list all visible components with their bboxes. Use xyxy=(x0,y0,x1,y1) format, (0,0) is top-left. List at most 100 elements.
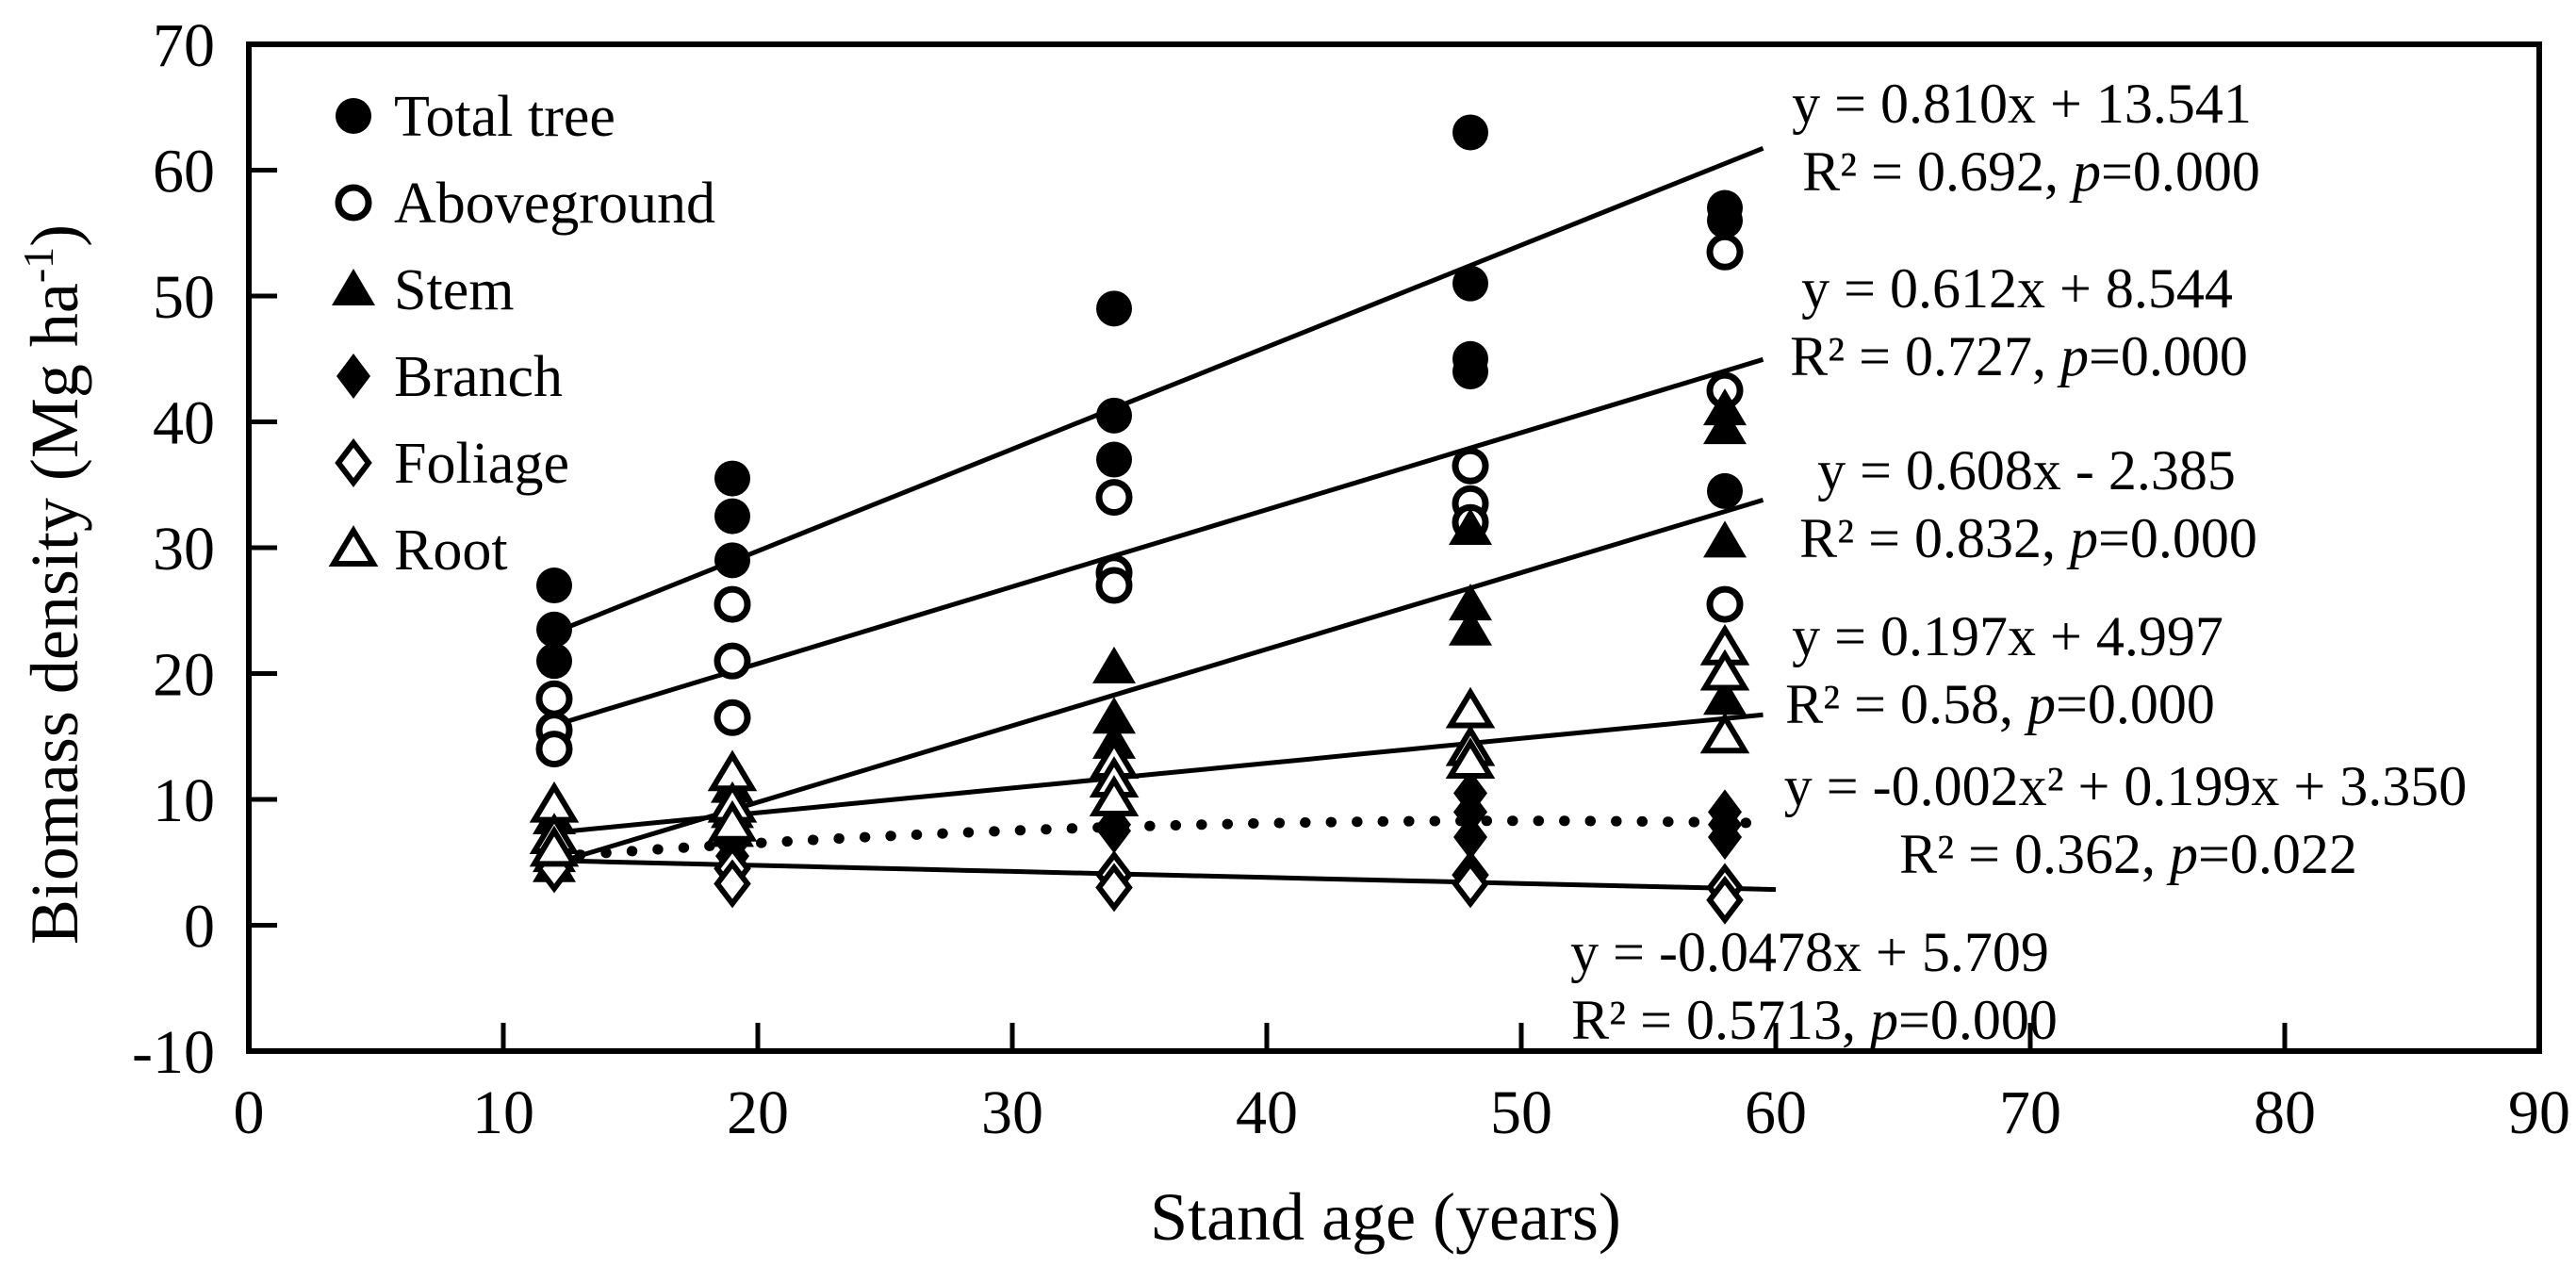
marker-filled-circle xyxy=(1096,290,1132,327)
regression-line-root xyxy=(553,712,1764,835)
equation-stats-label: R² = 0.832, p=0.000 xyxy=(1799,507,2257,569)
marker-filled-circle xyxy=(536,567,572,604)
series-root xyxy=(529,623,1750,867)
legend: Total tree Aboveground Stem Branch Foliage Ro… xyxy=(328,85,715,583)
marker-open-triangle xyxy=(1445,737,1496,779)
x-tick-label: 60 xyxy=(1745,1078,1807,1147)
y-axis-title-text: Biomass density (Mg ha-1) xyxy=(14,224,92,945)
marker-filled-circle xyxy=(1707,202,1743,239)
legend-item-foliage: Foliage xyxy=(335,432,569,496)
marker-filled-diamond xyxy=(1453,814,1487,861)
y-tick-label: 60 xyxy=(153,138,215,206)
x-tick-label: 70 xyxy=(1999,1078,2061,1147)
marker-open-circle xyxy=(535,731,573,768)
marker-open-diamond xyxy=(714,859,751,909)
equation-label: y = 0.810x + 13.541 xyxy=(1792,73,2252,135)
equation-stats-label: R² = 0.5713, p=0.000 xyxy=(1571,989,2058,1051)
regression-line-foliage xyxy=(553,858,1777,893)
marker-filled-triangle xyxy=(1703,678,1747,716)
marker-filled-circle xyxy=(1096,441,1132,478)
legend-item-aboveground: Aboveground xyxy=(335,172,715,236)
marker-filled-triangle xyxy=(332,269,375,305)
marker-open-diamond xyxy=(1095,863,1133,913)
marker-filled-diamond xyxy=(1708,814,1742,861)
marker-filled-circle xyxy=(1096,397,1132,434)
marker-filled-triangle xyxy=(1703,520,1747,558)
marker-open-circle xyxy=(535,680,573,717)
legend-label: Foliage xyxy=(394,432,569,496)
legend-item-branch: Branch xyxy=(336,345,563,409)
marker-open-circle xyxy=(1706,233,1744,271)
x-tick-label: 40 xyxy=(1236,1078,1298,1147)
data-points xyxy=(529,114,1750,925)
legend-label: Root xyxy=(394,518,508,583)
marker-filled-diamond xyxy=(1097,808,1131,854)
regression-lines xyxy=(549,145,1777,893)
marker-filled-circle xyxy=(1452,114,1488,151)
x-tick-label: 30 xyxy=(981,1078,1043,1147)
marker-open-circle xyxy=(1706,585,1744,623)
y-tick-label: 40 xyxy=(153,389,215,458)
x-tick-label: 80 xyxy=(2254,1078,2316,1147)
x-tick-label: 50 xyxy=(1490,1078,1552,1147)
marker-filled-triangle xyxy=(1092,697,1136,734)
marker-filled-circle xyxy=(714,542,750,579)
marker-filled-triangle xyxy=(1449,584,1492,621)
y-tick-label: 20 xyxy=(153,641,215,710)
legend-item-stem: Stem xyxy=(332,258,514,322)
marker-filled-triangle xyxy=(1449,507,1492,545)
marker-open-triangle xyxy=(1699,712,1750,754)
legend-label: Total tree xyxy=(394,85,615,149)
marker-open-circle xyxy=(714,585,751,623)
marker-open-diamond xyxy=(1452,859,1489,909)
regression-line-stem xyxy=(553,498,1764,866)
marker-open-circle xyxy=(1095,567,1133,604)
x-tick-label: 20 xyxy=(727,1078,789,1147)
marker-filled-circle xyxy=(1707,472,1743,509)
equation-stats-label: R² = 0.692, p=0.000 xyxy=(1802,140,2260,203)
marker-open-circle xyxy=(335,184,372,222)
marker-filled-triangle xyxy=(1092,646,1136,683)
regression-line-total-tree xyxy=(553,145,1764,635)
marker-filled-diamond xyxy=(1453,789,1487,835)
x-tick-label: 10 xyxy=(472,1078,534,1147)
marker-open-diamond xyxy=(1706,875,1744,925)
marker-filled-diamond xyxy=(336,354,370,399)
marker-filled-triangle xyxy=(1703,407,1747,445)
marker-filled-circle xyxy=(714,498,750,535)
marker-open-triangle xyxy=(707,799,758,842)
equation-stats-label: R² = 0.727, p=0.000 xyxy=(1790,325,2248,387)
legend-label: Branch xyxy=(394,345,563,409)
equation-label: y = -0.0478x + 5.709 xyxy=(1570,921,2049,983)
regression-line-branch xyxy=(549,815,1756,863)
equation-label: y = 0.608x - 2.385 xyxy=(1817,439,2236,502)
y-tick-label: 0 xyxy=(184,893,215,962)
marker-filled-circle xyxy=(536,643,572,680)
equation-label: y = 0.612x + 8.544 xyxy=(1801,257,2233,320)
regression-line-aboveground xyxy=(553,356,1764,728)
y-tick-label: 10 xyxy=(153,766,215,835)
axis-ticks: 0 10 20 30 40 50 60 70 80 90 -10 0 10 20 30 40 50 60 70 xyxy=(132,11,2570,1147)
y-tick-label: 70 xyxy=(153,11,215,80)
legend-label: Aboveground xyxy=(394,172,715,236)
marker-filled-circle xyxy=(336,98,371,134)
x-tick-label: 0 xyxy=(234,1078,265,1147)
marker-open-circle xyxy=(1095,479,1133,517)
x-axis-title: Stand age (years) xyxy=(1150,1179,1621,1255)
marker-open-triangle xyxy=(1089,775,1140,816)
marker-filled-triangle xyxy=(1703,388,1747,426)
marker-filled-triangle xyxy=(1449,608,1492,646)
marker-open-circle xyxy=(1452,447,1489,485)
y-tick-label: 50 xyxy=(153,263,215,332)
y-tick-label: -10 xyxy=(132,1018,215,1087)
series-total-tree xyxy=(536,114,1743,680)
marker-filled-circle xyxy=(1452,265,1488,302)
marker-filled-circle xyxy=(536,611,572,648)
marker-open-triangle xyxy=(529,825,580,867)
marker-open-circle xyxy=(714,699,751,736)
marker-open-circle xyxy=(714,642,751,680)
legend-label: Stem xyxy=(394,258,514,322)
